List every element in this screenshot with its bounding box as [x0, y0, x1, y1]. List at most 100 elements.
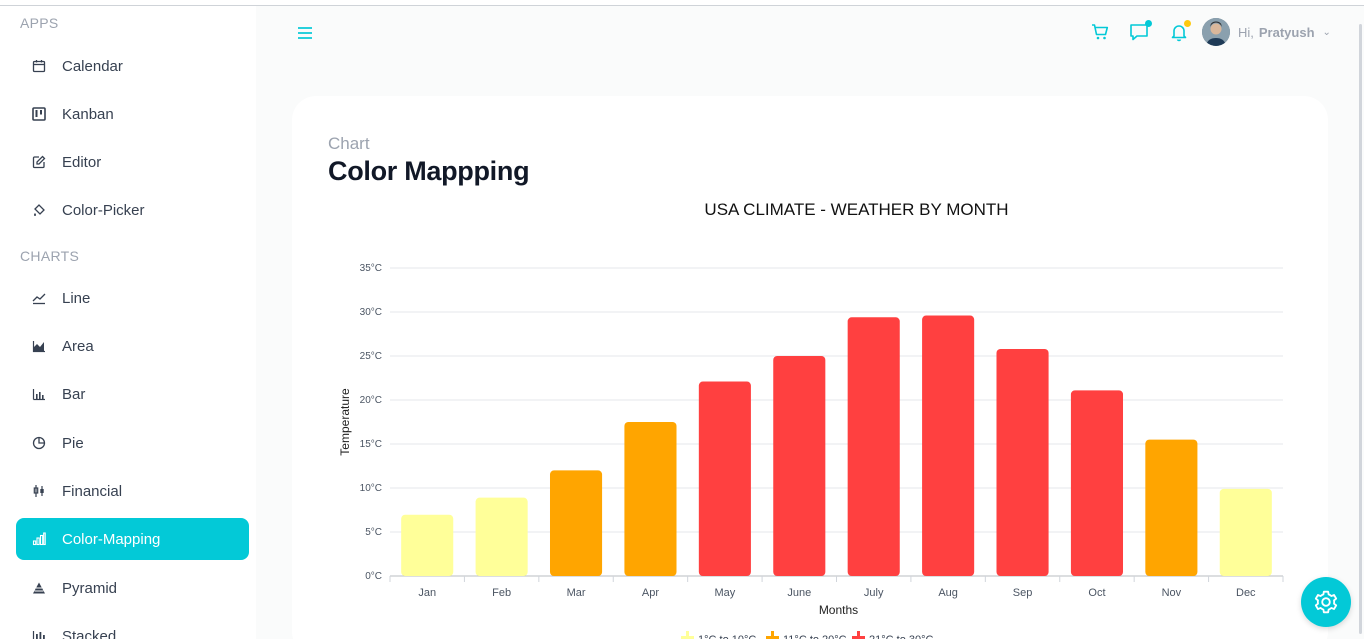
breadcrumb: Chart: [328, 134, 370, 153]
y-tick-label: 35°C: [360, 263, 382, 274]
bar-july: [847, 317, 900, 576]
legend-label: 21°C to 30°C: [869, 634, 933, 639]
main-area: Hi, Pratyush ⌄ Chart Color Mappping USA …: [256, 6, 1364, 639]
sidebar-item-label: Color-Picker: [62, 201, 145, 219]
x-axis-title: Months: [819, 603, 858, 617]
kanban-icon: [16, 107, 62, 121]
user-name: Pratyush: [1258, 24, 1315, 40]
bar-mar: [549, 470, 603, 576]
bar-chart-icon: [16, 387, 62, 401]
legend-marker: [852, 631, 865, 639]
x-tick-label: July: [864, 587, 884, 599]
legend-marker: [681, 631, 694, 639]
sidebar-section-apps: APPS: [20, 15, 59, 31]
sidebar-item-label: Area: [62, 337, 94, 355]
page-scrollbar[interactable]: [1359, 24, 1362, 634]
y-tick-label: 20°C: [360, 395, 382, 406]
paint-bucket-icon: [16, 203, 62, 217]
x-tick-label: Sep: [1013, 587, 1033, 599]
menu-toggle[interactable]: [296, 25, 314, 41]
x-tick-label: Apr: [642, 587, 659, 599]
y-tick-label: 25°C: [360, 351, 382, 362]
x-tick-label: Mar: [567, 587, 586, 599]
edit-icon: [16, 155, 62, 169]
chevron-down-icon: ⌄: [1322, 26, 1331, 38]
line-chart-icon: [16, 291, 62, 305]
sidebar-item-kanban[interactable]: Kanban: [16, 93, 249, 135]
x-tick-label: Oct: [1088, 587, 1105, 599]
sidebar-item-color-picker[interactable]: Color-Picker: [16, 189, 249, 231]
chat-button[interactable]: [1126, 18, 1154, 46]
legend-marker: [766, 631, 779, 639]
area-chart-icon: [16, 339, 62, 353]
bar-nov: [1145, 439, 1198, 576]
chart-card: Chart Color Mappping USA CLIMATE - WEATH…: [292, 96, 1328, 639]
sidebar-item-label: Color-Mapping: [62, 530, 161, 548]
bell-icon: [1171, 25, 1187, 42]
y-tick-label: 10°C: [360, 483, 382, 494]
bar-feb: [475, 497, 528, 576]
sidebar-item-label: Calendar: [62, 57, 123, 75]
sidebar-item-line[interactable]: Line: [16, 277, 249, 319]
y-tick-label: 15°C: [360, 439, 382, 450]
sidebar-item-pie[interactable]: Pie: [16, 422, 249, 464]
bar-sep: [996, 348, 1049, 576]
chart-title: USA CLIMATE - WEATHER BY MONTH: [704, 200, 1008, 219]
calendar-icon: [16, 59, 62, 73]
notification-button[interactable]: [1165, 18, 1193, 46]
bar-june: [773, 356, 826, 576]
user-profile-menu[interactable]: Hi, Pratyush ⌄: [1202, 17, 1331, 47]
notification-dot: [1184, 20, 1191, 27]
avatar: [1202, 18, 1230, 46]
y-tick-label: 0°C: [365, 571, 382, 582]
legend-label: 1°C to 10°C: [698, 634, 756, 639]
sidebar-item-label: Bar: [62, 385, 86, 403]
sidebar-item-bar[interactable]: Bar: [16, 373, 249, 415]
bar-aug: [922, 315, 975, 576]
cart-button[interactable]: [1086, 18, 1114, 46]
pie-chart-icon: [16, 436, 62, 450]
color-mapping-icon: [16, 532, 62, 546]
settings-button[interactable]: [1301, 577, 1351, 627]
top-border: [0, 0, 1364, 6]
sidebar-item-label: Stacked: [62, 627, 117, 639]
x-tick-label: June: [787, 587, 811, 599]
bar-apr: [624, 422, 677, 576]
sidebar-item-pyramid[interactable]: Pyramid: [16, 567, 249, 609]
cart-icon: [1092, 24, 1109, 40]
sidebar-item-editor[interactable]: Editor: [16, 141, 249, 183]
x-tick-label: Feb: [492, 587, 511, 599]
gear-icon: [1314, 590, 1338, 614]
sidebar-item-area[interactable]: Area: [16, 325, 249, 367]
sidebar-item-label: Pie: [62, 434, 84, 452]
bar-may: [698, 381, 751, 576]
sidebar-item-label: Kanban: [62, 105, 114, 123]
sidebar-item-financial[interactable]: Financial: [16, 470, 249, 512]
y-axis-title: Temperature: [338, 388, 352, 456]
x-tick-label: Dec: [1236, 587, 1256, 599]
hamburger-icon: [298, 27, 312, 39]
financial-icon: [16, 484, 62, 498]
x-tick-label: May: [714, 587, 735, 599]
pyramid-icon: [16, 581, 62, 595]
y-tick-label: 30°C: [360, 307, 382, 318]
greeting-text: Hi,: [1238, 24, 1254, 40]
legend-label: 11°C to 20°C: [783, 634, 847, 639]
sidebar-section-charts: CHARTS: [20, 248, 80, 264]
bar-jan: [401, 514, 454, 576]
page-title: Color Mappping: [328, 156, 530, 186]
sidebar-item-label: Line: [62, 289, 91, 307]
bar-dec: [1219, 488, 1272, 576]
sidebar-item-color-mapping[interactable]: Color-Mapping: [16, 518, 249, 560]
chat-notification-dot: [1145, 20, 1152, 27]
sidebar-item-label: Pyramid: [62, 579, 118, 597]
sidebar-item-label: Financial: [62, 482, 123, 500]
sidebar-item-label: Editor: [62, 153, 102, 171]
sidebar-item-stacked[interactable]: Stacked: [16, 615, 249, 639]
color-mapping-chart: USA CLIMATE - WEATHER BY MONTH 0°C 5°C 10°C…: [338, 200, 1284, 639]
x-tick-label: Jan: [418, 587, 436, 599]
stacked-chart-icon: [16, 629, 62, 639]
x-tick-label: Aug: [938, 587, 958, 599]
bar-oct: [1070, 390, 1124, 576]
sidebar-item-calendar[interactable]: Calendar: [16, 45, 249, 87]
